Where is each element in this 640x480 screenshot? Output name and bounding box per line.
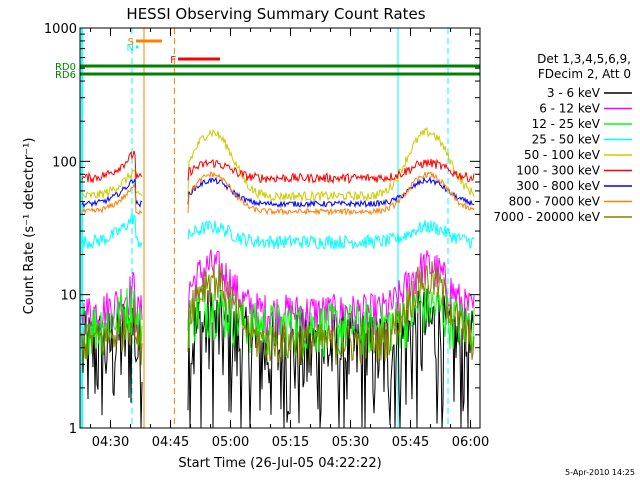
x-tick-label: 04:45 [152,435,189,450]
flag-label-2: F [170,55,176,66]
legend-label: 6 - 12 keV [539,102,601,116]
series-layer [81,127,475,428]
x-tick-label: 05:15 [272,435,309,450]
series-line-5 [81,150,475,185]
y-tick-label: 1000 [44,22,77,37]
legend-label: 300 - 800 keV [516,179,600,193]
flag-label-3: RD0 [55,62,76,73]
y-tick-label: 100 [52,155,77,170]
legend-label: 12 - 25 keV [532,117,601,131]
series-line-6 [81,175,475,209]
y-axis-ticks: 1 10 100 1000 [44,22,480,437]
x-axis-label: Start Time (26-Jul-05 04:22:22) [178,456,381,471]
legend-label: 7000 - 20000 keV [493,210,600,224]
timestamp: 5-Apr-2010 14:25 [565,468,635,477]
chart-title: HESSI Observing Summary Count Rates [126,5,425,23]
flag-label-1: N [127,43,134,54]
flag-label-0: S [128,37,134,48]
series-line-7 [81,170,475,217]
x-tick-label: 05:30 [332,435,369,450]
flag-label-4: RD6 [55,70,76,81]
legend-label: 100 - 300 keV [516,164,600,178]
series-line-3 [81,213,475,251]
x-tick-label: 06:00 [452,435,489,450]
y-tick-label: 10 [60,289,77,304]
series-line-4 [81,127,475,202]
legend-label: 800 - 7000 keV [509,195,601,209]
x-tick-label: 05:45 [392,435,429,450]
legend-header-2: FDecim 2, Att 0 [538,67,631,81]
series-line-8 [81,261,475,366]
legend-header-1: Det 1,3,4,5,6,9, [537,52,631,66]
interval-markers [80,28,449,428]
legend: Det 1,3,4,5,6,9, FDecim 2, Att 0 3 - 6 k… [493,52,632,224]
legend-label: 25 - 50 keV [532,133,601,147]
y-axis-label: Count Rate (s⁻¹ detector⁻¹) [22,138,37,315]
x-axis-ticks: 04:30 04:45 05:00 05:15 05:30 05:45 06:00 [90,28,489,450]
y-tick-label: 1 [69,422,77,437]
plot-frame [79,27,481,429]
legend-label: 50 - 100 keV [524,148,601,162]
legend-label: 3 - 6 keV [547,86,601,100]
x-tick-label: 05:00 [212,435,249,450]
x-tick-label: 04:30 [92,435,129,450]
